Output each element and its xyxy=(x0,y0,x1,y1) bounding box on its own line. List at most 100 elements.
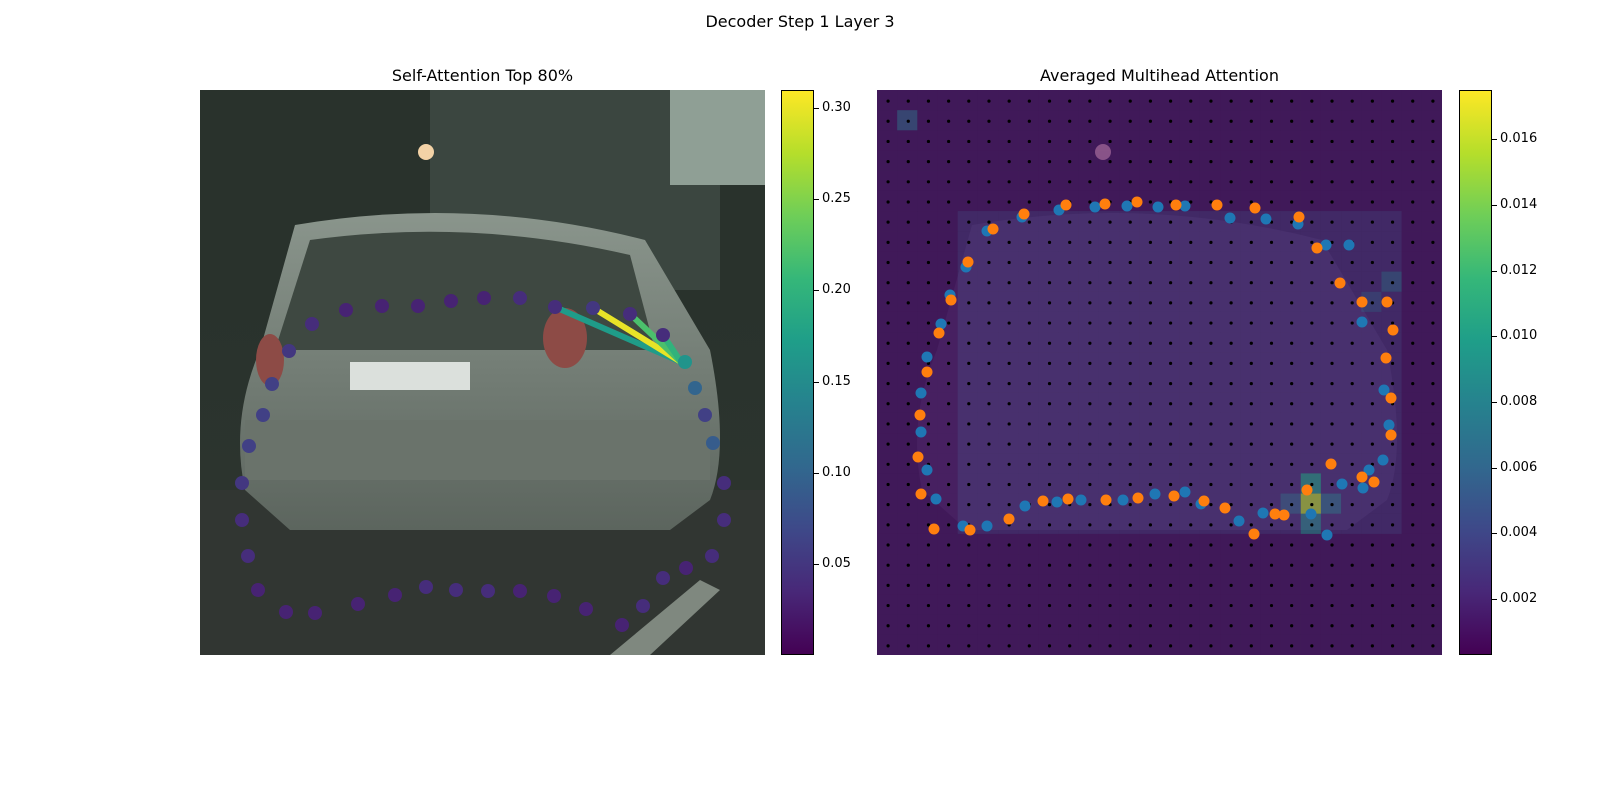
grid-dot xyxy=(1290,119,1294,123)
grid-dot xyxy=(947,341,951,345)
grid-dot xyxy=(886,381,890,386)
grid-dot xyxy=(1330,563,1334,567)
grid-dot xyxy=(1209,603,1213,608)
grid-dot xyxy=(987,321,991,325)
grid-dot xyxy=(1310,482,1314,487)
grid-dot xyxy=(1189,422,1193,426)
right-colorbar-tick-mark xyxy=(1492,533,1497,535)
grid-dot xyxy=(926,119,931,123)
grid-dot xyxy=(967,200,971,204)
grid-dot xyxy=(967,402,971,406)
grid-dot xyxy=(1148,523,1153,527)
grid-dot xyxy=(1068,543,1072,547)
grid-dot xyxy=(1088,200,1092,204)
grid-dot xyxy=(967,644,971,648)
grid-dot xyxy=(1007,462,1011,466)
grid-dot xyxy=(987,240,991,244)
grid-dot xyxy=(1189,220,1193,224)
grid-dot xyxy=(987,180,991,184)
grid-dot xyxy=(1290,503,1294,507)
grid-dot xyxy=(1007,341,1011,345)
grid-dot xyxy=(906,281,910,285)
grid-dot xyxy=(1168,462,1173,466)
reference-point xyxy=(1356,471,1368,483)
grid-dot xyxy=(886,119,890,123)
grid-dot xyxy=(1431,503,1435,507)
grid-dot xyxy=(1209,462,1213,466)
reference-point xyxy=(987,223,999,235)
grid-dot xyxy=(1249,321,1253,325)
grid-dot xyxy=(1431,301,1435,305)
grid-dot xyxy=(1310,503,1314,507)
prediction-point xyxy=(1383,419,1395,431)
grid-dot xyxy=(1128,260,1132,265)
right-colorbar xyxy=(1459,90,1492,655)
grid-dot xyxy=(987,482,991,487)
left-colorbar-tick-mark xyxy=(814,108,819,110)
grid-dot xyxy=(1068,422,1072,426)
tail-light-right xyxy=(543,308,587,368)
grid-dot xyxy=(1411,624,1415,628)
grid-dot xyxy=(987,603,991,608)
grid-dot xyxy=(1269,482,1274,487)
grid-dot xyxy=(1088,644,1092,648)
grid-dot xyxy=(926,99,931,103)
grid-dot xyxy=(1290,523,1294,527)
reference-point xyxy=(945,294,957,306)
bumper xyxy=(245,420,710,480)
grid-dot xyxy=(1411,139,1415,144)
grid-dot xyxy=(906,119,910,123)
grid-dot xyxy=(886,361,890,366)
grid-dot xyxy=(1390,139,1395,144)
grid-dot xyxy=(906,563,910,567)
grid-dot xyxy=(1229,442,1233,446)
grid-dot xyxy=(1209,281,1213,285)
grid-dot xyxy=(1249,361,1253,366)
grid-dot xyxy=(1027,402,1031,406)
grid-dot xyxy=(967,341,971,345)
contour-point xyxy=(586,301,600,315)
grid-dot xyxy=(1310,301,1314,305)
grid-dot xyxy=(1350,462,1354,466)
prediction-point xyxy=(1117,494,1129,506)
grid-dot xyxy=(1088,563,1092,567)
grid-dot xyxy=(1189,321,1193,325)
grid-dot xyxy=(1068,281,1072,285)
grid-dot xyxy=(1128,160,1132,164)
grid-dot xyxy=(1411,321,1415,325)
attention-edge xyxy=(552,304,684,365)
grid-dot xyxy=(967,563,971,567)
grid-dot xyxy=(1390,361,1395,366)
left-panel-title: Self-Attention Top 80% xyxy=(391,66,574,85)
grid-dot xyxy=(906,200,910,204)
grid-dot xyxy=(906,301,910,305)
reference-point xyxy=(1269,508,1281,520)
grid-dot xyxy=(1027,583,1031,587)
grid-dot xyxy=(1007,563,1011,567)
grid-dot xyxy=(886,644,890,648)
grid-dot xyxy=(1209,180,1213,184)
left-colorbar-tick-mark xyxy=(814,290,819,292)
grid-dot xyxy=(886,422,890,426)
grid-dot xyxy=(1330,523,1334,527)
right-colorbar-tick-mark xyxy=(1492,336,1497,338)
contour-point xyxy=(235,476,249,490)
grid-dot xyxy=(1411,482,1415,487)
grid-dot xyxy=(886,180,890,184)
contour-point xyxy=(305,317,319,331)
grid-dot xyxy=(1411,543,1415,547)
grid-dot xyxy=(1290,462,1294,466)
grid-dot xyxy=(1290,624,1294,628)
grid-dot xyxy=(1229,160,1233,164)
grid-dot xyxy=(1229,422,1233,426)
grid-dot xyxy=(1189,240,1193,244)
grid-dot xyxy=(906,160,910,164)
grid-dot xyxy=(1189,160,1193,164)
grid-dot xyxy=(1128,180,1132,184)
grid-dot xyxy=(947,139,951,144)
grid-dot xyxy=(886,281,890,285)
grid-dot xyxy=(1189,644,1193,648)
grid-dot xyxy=(1370,321,1374,325)
grid-dot xyxy=(1269,200,1274,204)
left-colorbar-tick-mark xyxy=(814,199,819,201)
